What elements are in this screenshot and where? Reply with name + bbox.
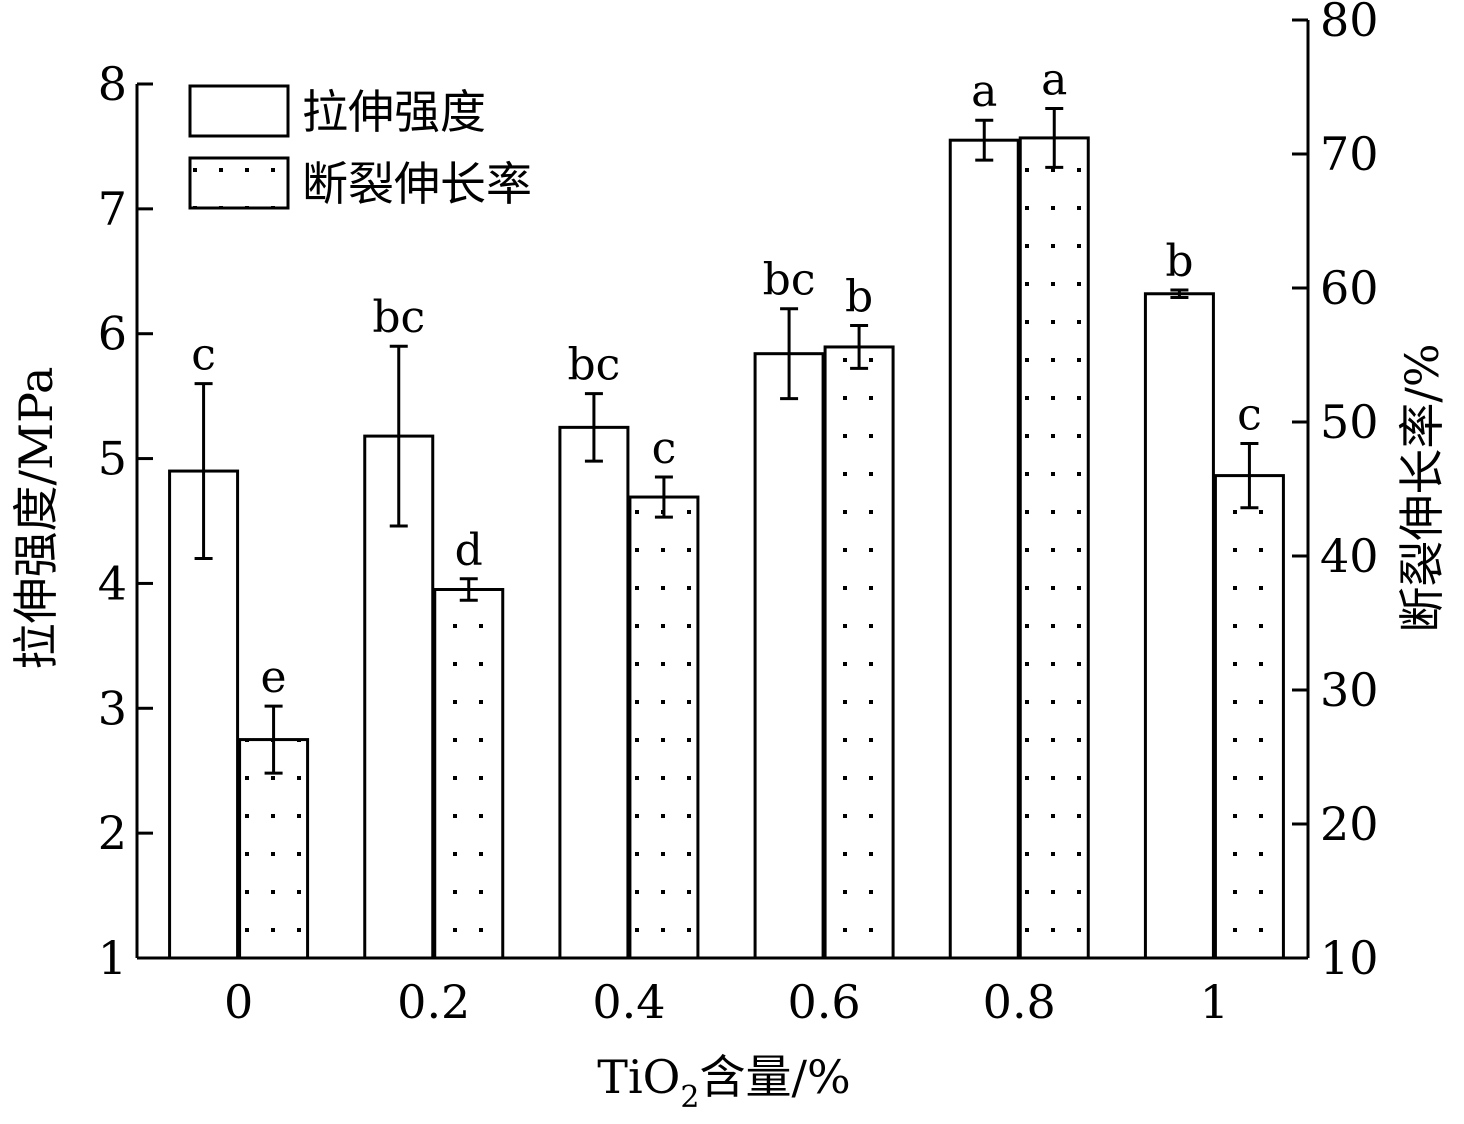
legend-label-tensile-strength: 拉伸强度	[302, 85, 486, 139]
significance-letter: a	[1041, 54, 1067, 105]
x-tick-label: 0	[224, 975, 253, 1029]
left-y-tick-label: 1	[98, 931, 127, 985]
bar-elongation-fill	[1215, 475, 1284, 958]
bar-elongation-fill	[1020, 137, 1089, 959]
significance-letter: bc	[372, 292, 425, 343]
bars-layer	[168, 136, 1285, 960]
left-y-tick-label: 3	[98, 681, 127, 735]
right-y-tick-label: 20	[1320, 797, 1379, 851]
significance-letter: a	[971, 66, 997, 117]
left-y-tick-label: 4	[98, 556, 127, 610]
significance-letter: bc	[568, 340, 621, 391]
left-y-tick-label: 6	[98, 307, 127, 361]
x-axis-label-tail: 含量/%	[699, 1050, 850, 1104]
bar-tensile-strength	[948, 138, 1020, 960]
left-y-tick-label: 8	[98, 57, 127, 111]
x-ticks: 0 0.2 0.4 0.6 0.8 1	[224, 975, 1229, 1029]
bar-elongation-fill	[629, 497, 698, 958]
significance-letter: b	[845, 272, 873, 323]
significance-letter: c	[1237, 389, 1262, 440]
right-y-tick-label: 80	[1320, 0, 1379, 47]
right-y-tick-label: 70	[1320, 127, 1379, 181]
right-y-tick-label: 30	[1320, 663, 1379, 717]
bar-tensile-strength	[753, 352, 825, 960]
significance-letter: c	[652, 423, 677, 474]
error-bars-layer	[194, 106, 1259, 775]
right-y-tick-label: 60	[1320, 261, 1379, 315]
legend-swatch-dotted-fill	[190, 158, 288, 208]
bar-elongation-fill	[825, 346, 894, 959]
left-y-axis-label: 拉伸强度/MPa	[9, 367, 63, 670]
left-y-tick-label: 2	[98, 806, 127, 860]
x-tick-label: 0.8	[983, 975, 1056, 1029]
right-y-tick-label: 10	[1320, 931, 1379, 985]
right-y-axis-label: 断裂伸长率/%	[1395, 343, 1449, 632]
bar-tensile-strength	[558, 425, 630, 960]
x-axis-label-subscript: 2	[680, 1080, 699, 1115]
x-axis-label: TiO2含量/%	[597, 1050, 850, 1115]
x-tick-label: 0.2	[397, 975, 470, 1029]
bar-tensile-strength	[1143, 292, 1215, 960]
legend: 拉伸强度 断裂伸长率	[188, 84, 532, 211]
significance-letter: c	[191, 330, 216, 381]
legend-swatch-dotted	[188, 156, 290, 210]
legend-swatch-open	[188, 84, 290, 138]
x-tick-label: 0.6	[788, 975, 861, 1029]
x-tick-label: 0.4	[592, 975, 665, 1029]
significance-letter: bc	[763, 255, 816, 306]
significance-letter: b	[1165, 236, 1193, 287]
left-y-tick-label: 5	[98, 432, 127, 486]
left-y-tick-label: 7	[98, 182, 127, 236]
x-tick-label: 1	[1200, 975, 1229, 1029]
left-y-ticks: 1 2 3 4 5 6 7 8	[98, 57, 153, 985]
right-y-tick-label: 40	[1320, 529, 1379, 583]
significance-letter: d	[455, 525, 483, 576]
right-y-ticks: 10 20 30 40 50 60 70 80	[1292, 0, 1379, 985]
significance-letter: e	[261, 652, 287, 703]
legend-label-elongation: 断裂伸长率	[302, 157, 532, 211]
bar-elongation-fill	[239, 739, 308, 958]
bar-elongation-fill	[434, 589, 503, 958]
x-axis-label-main: TiO	[597, 1050, 680, 1104]
right-y-tick-label: 50	[1320, 395, 1379, 449]
